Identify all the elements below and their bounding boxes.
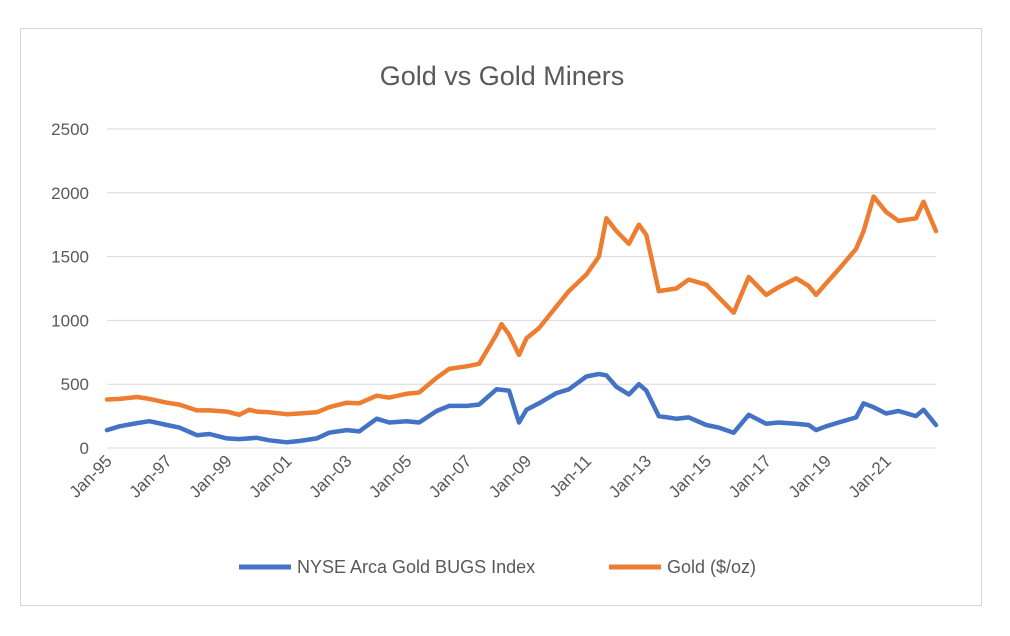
grid-lines xyxy=(107,128,936,449)
x-tick-label: Jan-09 xyxy=(485,451,535,501)
x-tick-label: Jan-05 xyxy=(365,451,415,501)
x-tick-label: Jan-01 xyxy=(245,451,295,501)
x-tick-label: Jan-97 xyxy=(126,451,176,501)
x-tick-label: Jan-21 xyxy=(845,451,895,501)
x-tick-label: Jan-95 xyxy=(66,451,116,501)
x-tick-label: Jan-13 xyxy=(605,451,655,501)
line-chart: Gold vs Gold Miners 0 500 1000 1500 2000 2500… xyxy=(51,61,939,577)
x-tick-label: Jan-17 xyxy=(725,451,775,501)
legend-label-bugs: NYSE Arca Gold BUGS Index xyxy=(297,557,535,577)
x-tick-label: Jan-07 xyxy=(425,451,475,501)
series-line-gold-bugs-index xyxy=(104,371,939,445)
x-tick-label: Jan-15 xyxy=(665,451,715,501)
series-lines xyxy=(104,194,939,445)
series-line-gold-price xyxy=(104,194,939,418)
x-tick-label: Jan-03 xyxy=(305,451,355,501)
x-tick-label: Jan-11 xyxy=(546,451,595,500)
chart-frame: Gold vs Gold Miners 0 500 1000 1500 2000 2500… xyxy=(20,28,982,606)
legend: NYSE Arca Gold BUGS Index Gold ($/oz) xyxy=(239,557,756,577)
y-tick-label: 1000 xyxy=(51,311,89,330)
y-tick-label: 2500 xyxy=(51,120,89,139)
y-axis-ticks: 0 500 1000 1500 2000 2500 xyxy=(51,120,89,458)
x-axis-ticks: Jan-95 Jan-97 Jan-99 Jan-01 Jan-03 Jan-05 Jan-… xyxy=(66,451,895,501)
y-tick-label: 0 xyxy=(80,439,89,458)
y-tick-label: 2000 xyxy=(51,184,89,203)
y-tick-label: 1500 xyxy=(51,248,89,267)
legend-label-gold: Gold ($/oz) xyxy=(667,557,756,577)
chart-title: Gold vs Gold Miners xyxy=(380,61,625,91)
y-tick-label: 500 xyxy=(61,375,89,394)
x-tick-label: Jan-99 xyxy=(185,451,235,501)
x-tick-label: Jan-19 xyxy=(785,451,835,501)
